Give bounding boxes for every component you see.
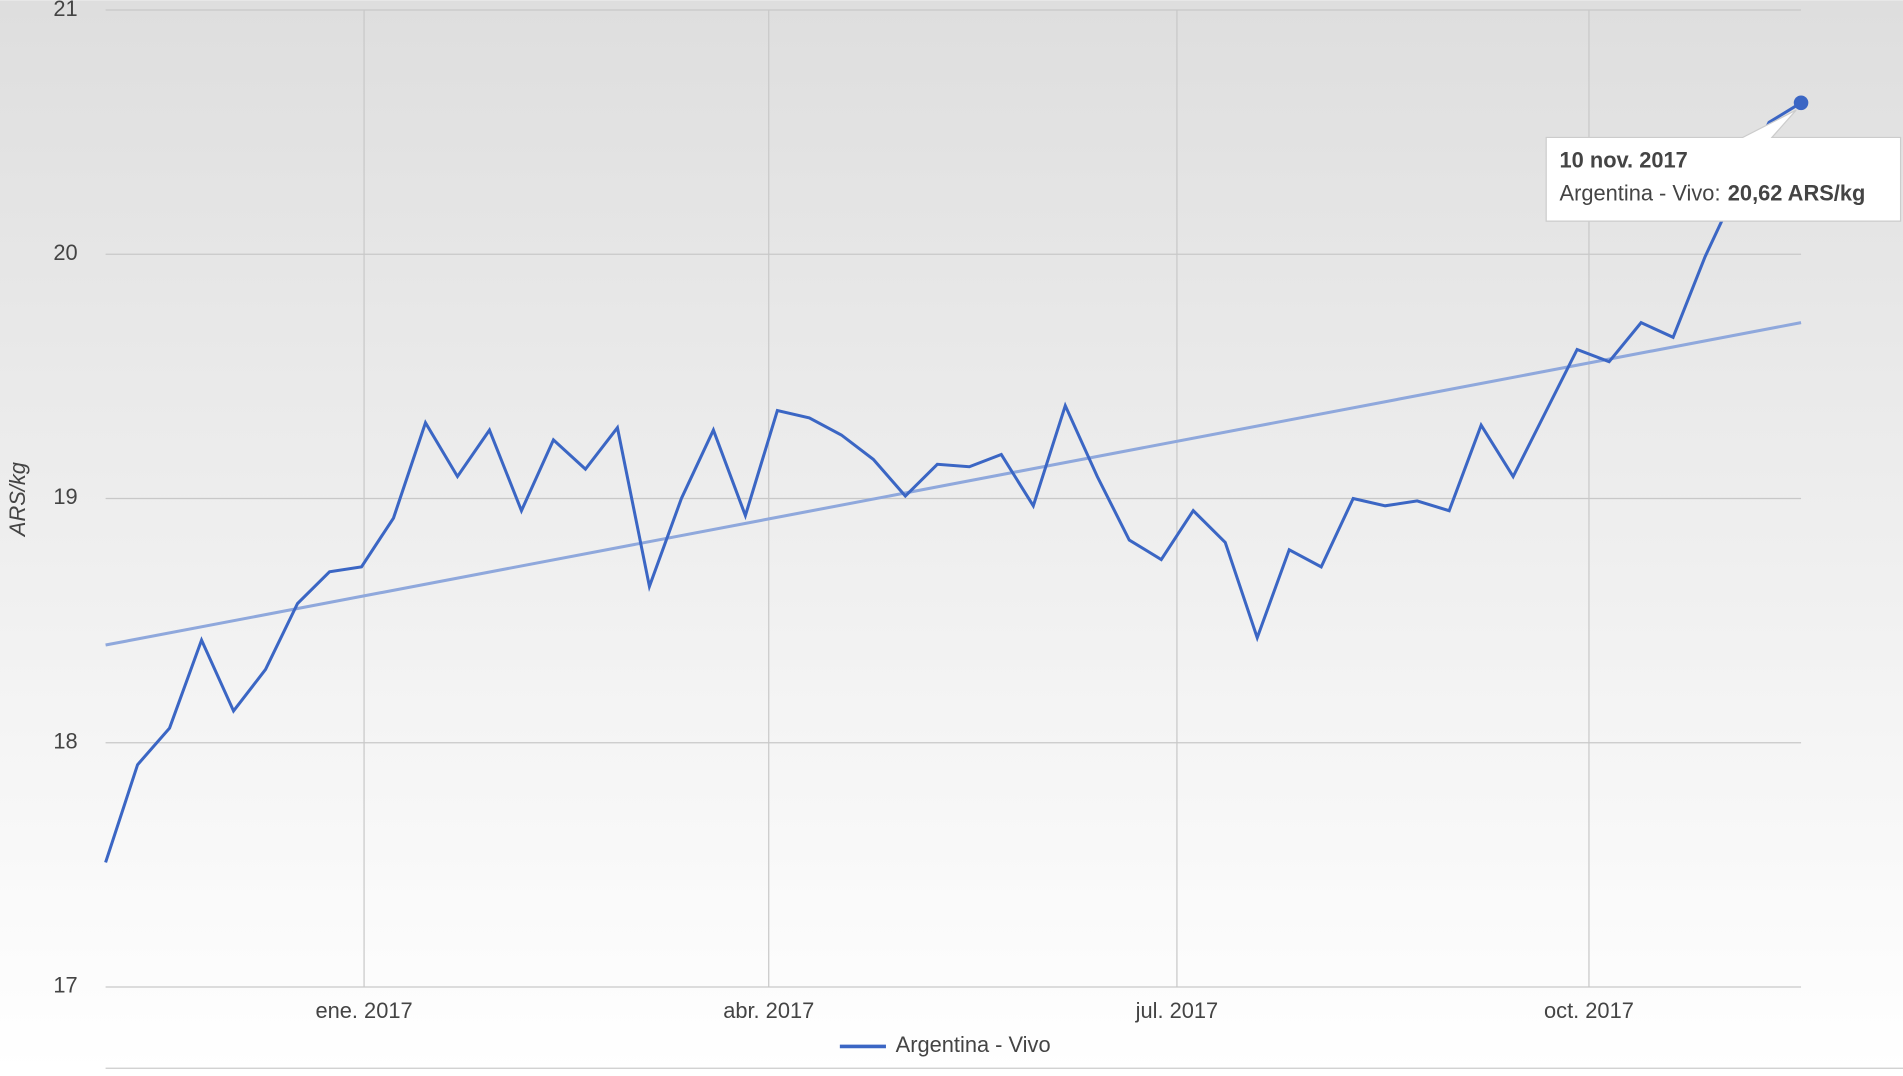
trendline: [105, 321, 1802, 647]
tooltip: 10 nov. 2017 Argentina - Vivo: 20,62 ARS/k…: [1545, 109, 1902, 222]
y-tick-label: 19: [53, 484, 77, 509]
tooltip-value: 20,62 ARS/kg: [1728, 180, 1866, 205]
y-tick-label: 21: [53, 0, 77, 21]
tooltip-title: 10 nov. 2017: [1560, 147, 1688, 172]
x-tick-label: jul. 2017: [1135, 998, 1219, 1023]
x-tick-label: oct. 2017: [1544, 998, 1634, 1023]
y-tick-label: 17: [53, 973, 77, 998]
line: [104, 101, 1802, 863]
tooltip-label: Argentina - Vivo:: [1560, 180, 1721, 205]
y-axis-label: ARS/kg: [5, 462, 30, 538]
legend: Argentina - Vivo: [839, 1032, 1051, 1057]
point: [1793, 95, 1809, 111]
legend-label: Argentina - Vivo: [896, 1032, 1051, 1057]
tooltip-box: [1545, 109, 1902, 222]
tooltip-line: Argentina - Vivo: 20,62 ARS/kg: [1560, 180, 1866, 205]
x-tick-label: ene. 2017: [316, 998, 413, 1023]
x-tick-label: abr. 2017: [723, 998, 814, 1023]
y-tick-label: 20: [53, 240, 77, 265]
y-tick-label: 18: [53, 728, 77, 753]
